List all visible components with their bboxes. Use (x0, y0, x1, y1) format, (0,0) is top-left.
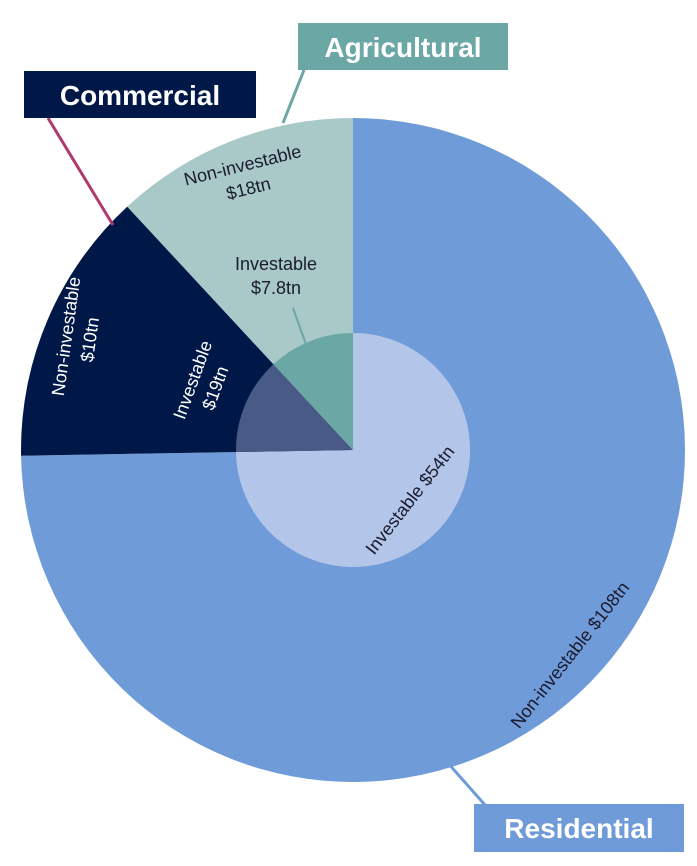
agricultural-label-box (298, 23, 508, 70)
agricultural-label: Agricultural (324, 32, 481, 63)
leader-line-agricultural (281, 69, 306, 124)
residential-label: Residential (504, 813, 653, 844)
residential-label-box (474, 804, 684, 852)
commercial-investable-sector (235, 364, 353, 453)
chart-sectors (20, 117, 686, 782)
leader-line-agri-investable (292, 307, 309, 351)
residential-investable-sector (236, 333, 470, 567)
agri-investable-label-line1: Investable (235, 254, 317, 274)
commercial-label: Commercial (60, 80, 220, 111)
leader-line-residential (445, 761, 487, 806)
leader-line-commercial (46, 117, 115, 226)
commercial-label-box (24, 71, 256, 118)
agricultural-investable-sector (273, 333, 353, 450)
agri-investable-label-line2: $7.8tn (251, 278, 301, 298)
